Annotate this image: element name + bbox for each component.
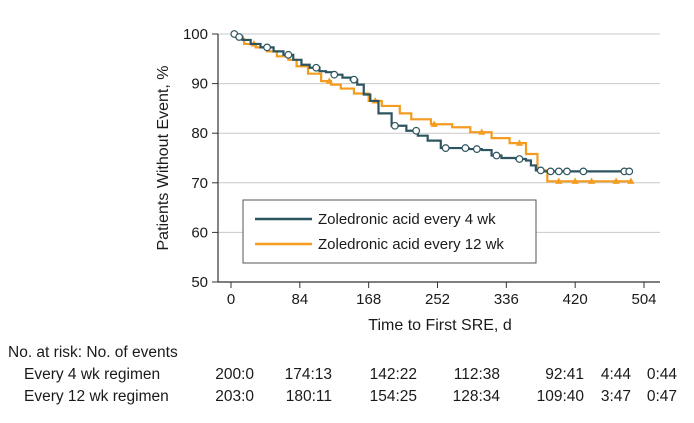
censor-marker: [555, 177, 563, 184]
risk-cell: 142:22: [369, 366, 417, 383]
censor-marker: [587, 177, 596, 184]
censor-marker: [571, 177, 579, 184]
x-axis-title: Time to First SRE, d: [368, 317, 511, 334]
censor-marker: [579, 167, 588, 176]
gridlines: [218, 33, 660, 233]
risk-table-title: No. at risk: No. of events: [8, 344, 178, 361]
censor-marker: [312, 63, 321, 72]
y-tick-label: 60: [191, 224, 208, 241]
y-tick-label: 50: [191, 274, 208, 291]
risk-cell: 154:25: [369, 388, 417, 405]
axes: [217, 34, 660, 283]
legend-label-12wk: Zoledronic acid every 12 wk: [318, 236, 504, 253]
censor-marker: [515, 139, 524, 146]
legend-box: [242, 199, 537, 264]
y-axis-title: Patients Without Event, %: [155, 66, 172, 251]
censor-marker: [625, 167, 634, 176]
censor-marker: [263, 43, 271, 52]
series: [230, 30, 635, 184]
censor-marker: [612, 177, 620, 184]
censor-marker: [563, 167, 571, 176]
x-tick-label: 336: [494, 291, 519, 308]
y-tick-label: 70: [191, 175, 208, 192]
legend: Zoledronic acid every 4 wk Zoledronic ac…: [242, 199, 537, 264]
risk-row-4wk: Every 4 wk regimen 200:0 174:13 142:22 1…: [0, 364, 694, 386]
y-tick-label: 90: [191, 76, 208, 93]
censor-marker: [554, 167, 563, 176]
x-tick-label: 84: [291, 291, 308, 308]
censor-marker: [412, 126, 421, 135]
x-tick-label: 252: [425, 291, 450, 308]
censor-marker: [390, 121, 399, 130]
y-tick-label: 100: [183, 26, 208, 43]
risk-cell: 4:44: [600, 366, 631, 383]
risk-cell: 109:40: [536, 388, 584, 405]
risk-cell: 112:38: [453, 366, 500, 383]
risk-cell: 200:0: [215, 366, 254, 383]
x-tick-label: 420: [563, 291, 588, 308]
y-tick-label: 80: [191, 125, 208, 142]
censor-marker: [461, 144, 470, 152]
censor-marker: [284, 50, 293, 59]
risk-row-12wk: Every 12 wk regimen 203:0 180:11 154:25 …: [0, 386, 694, 408]
risk-cell: 203:0: [215, 388, 254, 405]
risk-row-label: Every 12 wk regimen: [24, 388, 169, 405]
ticks: 50 60 70 80 90 100 0 84 168 252 336 420 504: [183, 26, 657, 308]
risk-cell: 174:13: [284, 366, 332, 383]
risk-cell: 3:47: [600, 388, 631, 405]
risk-cell: 180:11: [285, 388, 332, 405]
censor-marker: [546, 167, 555, 176]
risk-cell: 92:41: [545, 366, 584, 383]
risk-row-label: Every 4 wk regimen: [24, 366, 161, 383]
censor-marker: [325, 77, 333, 84]
censor-marker: [430, 120, 438, 127]
series-line: [231, 32, 630, 173]
km-chart: 50 60 70 80 90 100 0 84 168 252 336 420 504 Patients…: [155, 26, 660, 334]
censor-marker: [478, 128, 486, 135]
censor-marker: [235, 33, 244, 41]
censor-marker: [330, 70, 339, 79]
censor-marker: [472, 145, 481, 153]
censor-marker: [350, 75, 358, 84]
legend-label-4wk: Zoledronic acid every 4 wk: [318, 211, 496, 228]
censor-marker: [441, 144, 450, 152]
censor-marker: [492, 151, 501, 160]
risk-cell: 0:47: [646, 388, 677, 405]
risk-cell: 128:34: [452, 388, 500, 405]
x-tick-label: 168: [356, 291, 381, 308]
x-tick-label: 0: [227, 291, 235, 308]
risk-cell: 0:44: [646, 366, 677, 383]
x-tick-label: 504: [631, 291, 656, 308]
censor-marker: [627, 177, 635, 184]
censor-marker: [515, 155, 524, 163]
censor-marker: [536, 166, 545, 175]
